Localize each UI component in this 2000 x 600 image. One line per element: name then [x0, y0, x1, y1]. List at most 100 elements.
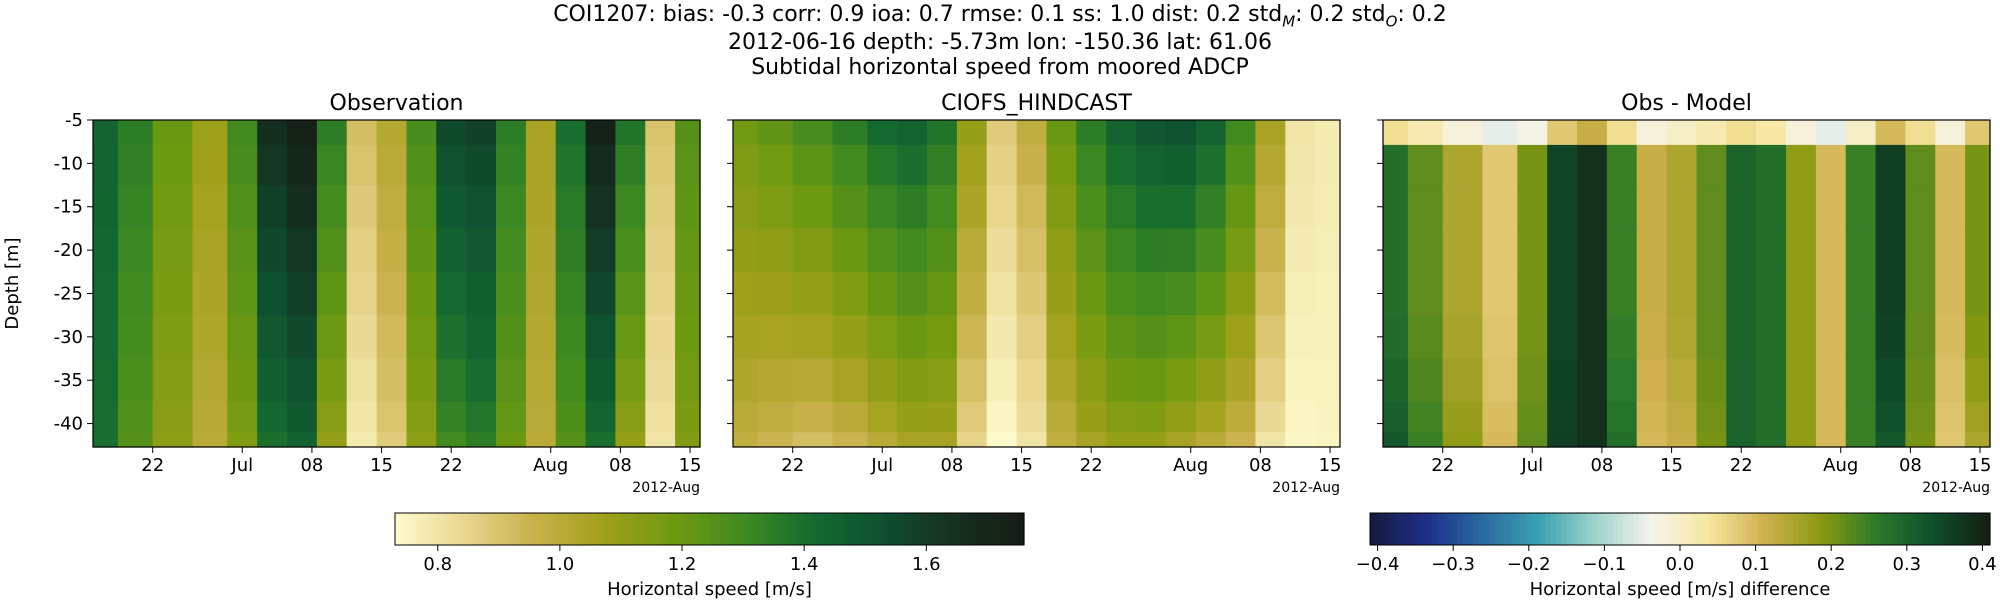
heatmap-cell	[436, 401, 467, 433]
heatmap-cell	[1845, 120, 1877, 146]
heatmap-cell	[1046, 228, 1077, 273]
colorbar-segment	[1984, 513, 1991, 545]
colorbar-segment	[961, 513, 967, 545]
heatmap-cell	[346, 185, 378, 230]
heatmap-cell	[346, 432, 378, 448]
colorbar-segment	[1938, 513, 1945, 545]
heatmap-cell	[1696, 120, 1727, 146]
heatmap-cell	[346, 401, 378, 433]
colorbar-segment	[536, 513, 543, 545]
heatmap-cell	[1016, 144, 1048, 186]
heatmap-cell	[93, 120, 119, 146]
heatmap-cell	[346, 315, 378, 360]
heatmap-cell	[346, 271, 378, 316]
x-offset-label: 2012-Aug	[1272, 480, 1340, 496]
heatmap-cell	[93, 401, 119, 433]
heatmap-cell	[466, 228, 497, 273]
colorbar-segment	[1953, 513, 1960, 545]
heatmap-cell	[1636, 120, 1668, 146]
heatmap-cell	[1875, 358, 1907, 403]
heatmap-cell	[257, 271, 288, 316]
colorbar-segment	[1969, 513, 1976, 545]
heatmap-cell	[1666, 185, 1698, 230]
y-tick-label: -25	[54, 283, 83, 304]
heatmap-cell	[1905, 228, 1936, 273]
heatmap-cell	[316, 185, 348, 230]
heatmap-cell	[1315, 358, 1341, 403]
heatmap-cell	[1076, 185, 1107, 230]
colorbar-segment	[547, 513, 553, 545]
colorbar-segment	[636, 513, 642, 545]
heatmap-cell	[1786, 228, 1817, 273]
plot-frame-3	[1382, 119, 1991, 448]
colorbar-segment	[1979, 513, 1986, 545]
heatmap-cell	[1547, 432, 1578, 448]
colorbar-segment	[1757, 513, 1764, 545]
heatmap-cell	[192, 432, 228, 448]
heatmap-cell	[1016, 315, 1048, 360]
heatmap-cell	[346, 358, 378, 403]
heatmap-cell	[406, 358, 437, 403]
colorbar-segment	[803, 513, 810, 545]
colorbar-segment	[1731, 513, 1738, 545]
colorbar-segment	[1432, 513, 1438, 545]
colorbar-segment	[824, 513, 831, 545]
heatmap-cell	[1845, 144, 1877, 186]
heatmap-cell	[436, 228, 467, 273]
heatmap-cell	[117, 401, 154, 433]
colorbar-segment	[1804, 513, 1810, 545]
x-tick-label: 08	[1249, 455, 1272, 476]
colorbar-segment	[982, 513, 988, 545]
heatmap-cell	[466, 271, 497, 316]
heatmap-cell	[1315, 432, 1341, 448]
colorbar-segment	[646, 513, 653, 545]
heatmap-cell	[1935, 144, 1966, 186]
heatmap-cell	[897, 144, 928, 186]
colorbar-segment	[1922, 513, 1929, 545]
heatmap-cell	[615, 228, 646, 273]
colorbar-segment	[489, 513, 496, 545]
heatmap-cell	[1076, 120, 1107, 146]
colorbar-segment	[526, 513, 532, 545]
heatmap-cell	[757, 315, 794, 360]
colorbar-segment	[1468, 513, 1474, 545]
heatmap-cell	[832, 120, 868, 146]
colorbar-segment	[1669, 513, 1676, 545]
colorbar-tick-label: −0.3	[1431, 554, 1475, 575]
colorbar-segment	[463, 513, 469, 545]
heatmap-cell	[1315, 120, 1341, 146]
colorbar-segment	[615, 513, 621, 545]
heatmap-cell	[792, 120, 834, 146]
colorbar-segment	[955, 513, 962, 545]
heatmap-cell	[466, 185, 497, 230]
heatmap-cell	[316, 271, 348, 316]
heatmap-cell	[927, 271, 958, 316]
heatmap-cell	[1076, 358, 1107, 403]
heatmap-cell	[152, 432, 194, 448]
speed-colorbar	[395, 513, 1025, 545]
heatmap-cell	[986, 185, 1018, 230]
heatmap-cell	[1606, 185, 1638, 230]
heatmap-cell	[867, 432, 898, 448]
heatmap-cell	[1547, 120, 1578, 146]
heatmap-cell	[1442, 144, 1484, 186]
colorbar-tick-label: 1.2	[668, 554, 697, 575]
heatmap-cell	[986, 271, 1018, 316]
heatmap-cell	[1845, 315, 1877, 360]
heatmap-cell	[1255, 432, 1286, 448]
colorbar-segment	[447, 513, 454, 545]
heatmap-cell	[227, 401, 258, 433]
colorbar-segment	[1917, 513, 1924, 545]
heatmap-cell	[1482, 358, 1518, 403]
colorbar-segment	[452, 513, 459, 545]
colorbar-segment	[499, 513, 506, 545]
heatmap-cell	[117, 358, 154, 403]
heatmap-cell	[1136, 401, 1167, 433]
heatmap-cell	[1696, 185, 1727, 230]
heatmap-cell	[152, 271, 194, 316]
heatmap-cell	[1756, 315, 1787, 360]
heatmap-cell	[757, 401, 794, 433]
heatmap-cell	[1756, 228, 1787, 273]
heatmap-cell	[436, 315, 467, 360]
heatmap-cell	[1547, 401, 1578, 433]
